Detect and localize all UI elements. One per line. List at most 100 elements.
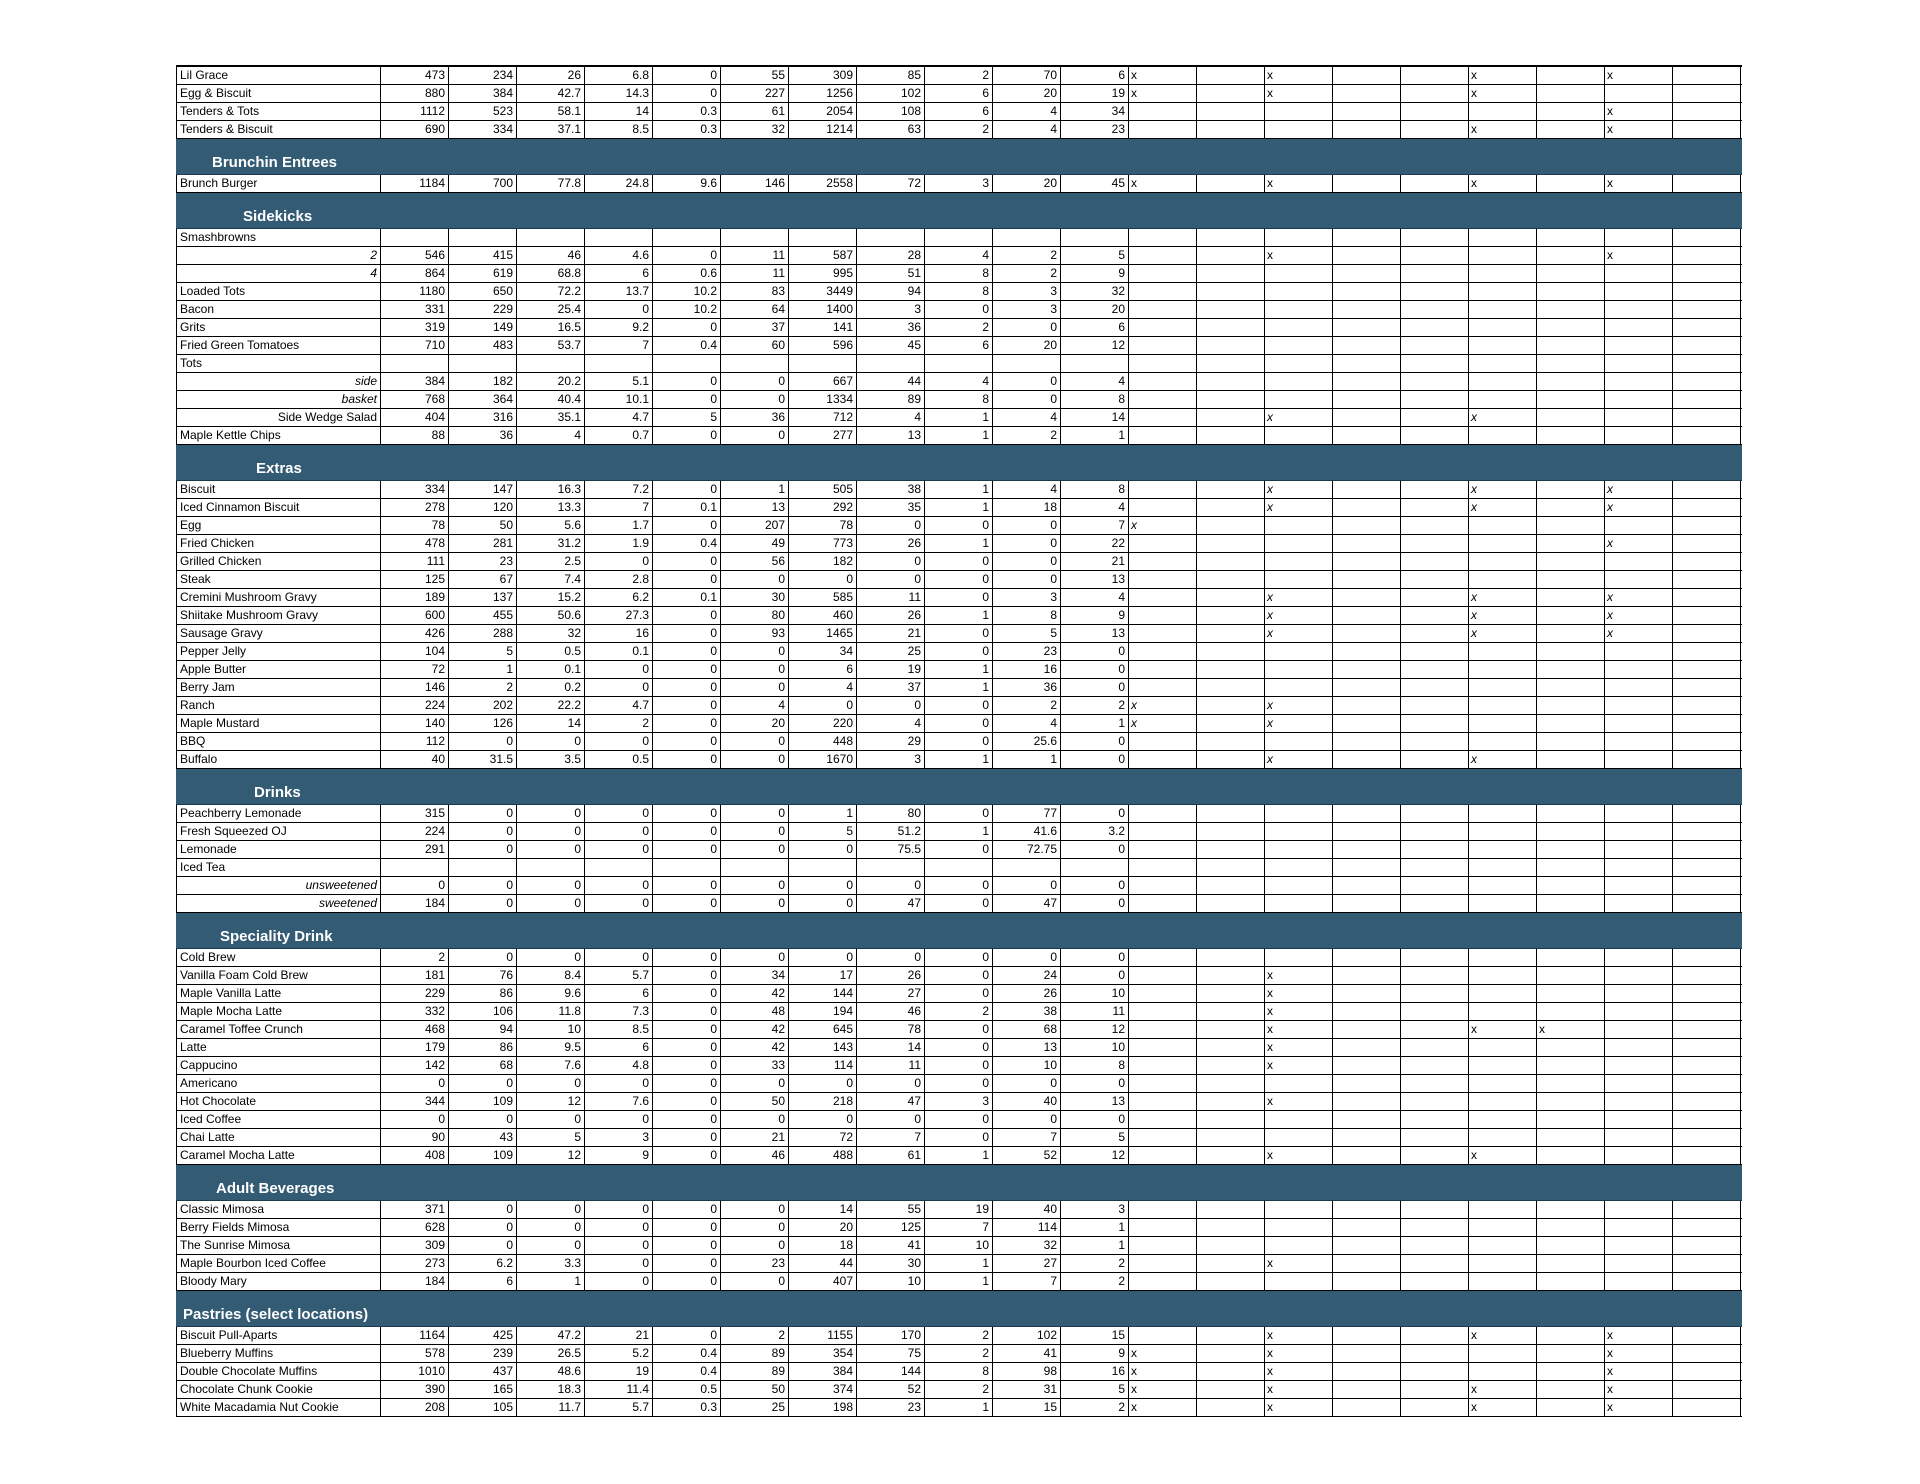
value-cell[interactable]: 20 [993, 337, 1061, 354]
value-cell[interactable]: 2 [925, 1003, 993, 1020]
flag-cell[interactable] [1129, 337, 1197, 354]
value-cell[interactable]: 44 [857, 373, 925, 390]
flag-cell[interactable]: x [1265, 175, 1333, 192]
flag-cell[interactable] [1469, 967, 1537, 984]
flag-cell[interactable]: x [1605, 121, 1673, 138]
flag-cell[interactable] [1673, 1399, 1741, 1416]
flag-cell[interactable] [1469, 265, 1537, 282]
flag-cell[interactable]: x [1469, 589, 1537, 606]
flag-cell[interactable] [1333, 1255, 1401, 1272]
flag-cell[interactable] [1129, 247, 1197, 264]
flag-cell[interactable] [1197, 1111, 1265, 1128]
value-cell[interactable]: 23 [993, 643, 1061, 660]
item-name-cell[interactable]: Egg [176, 517, 381, 534]
value-cell[interactable]: 0 [1061, 643, 1129, 660]
value-cell[interactable]: 56 [721, 553, 789, 570]
flag-cell[interactable]: x [1265, 499, 1333, 516]
flag-cell[interactable] [1401, 175, 1469, 192]
value-cell[interactable]: 25 [721, 1399, 789, 1416]
item-name-cell[interactable]: Double Chocolate Muffins [176, 1363, 381, 1380]
flag-cell[interactable] [1265, 679, 1333, 696]
item-name-cell[interactable]: Latte [176, 1039, 381, 1056]
value-cell[interactable]: 448 [789, 733, 857, 750]
flag-cell[interactable] [1129, 625, 1197, 642]
flag-cell[interactable] [1537, 481, 1605, 498]
value-cell[interactable]: 0 [721, 751, 789, 768]
flag-cell[interactable] [1129, 967, 1197, 984]
flag-cell[interactable] [1605, 1255, 1673, 1272]
flag-cell[interactable] [1673, 1327, 1741, 1344]
flag-cell[interactable] [1401, 1327, 1469, 1344]
value-cell[interactable]: 0 [517, 841, 585, 858]
flag-cell[interactable]: x [1605, 67, 1673, 84]
flag-cell[interactable] [1401, 1075, 1469, 1092]
value-cell[interactable]: 29 [857, 733, 925, 750]
value-cell[interactable]: 16 [993, 661, 1061, 678]
value-cell[interactable]: 3 [993, 283, 1061, 300]
flag-cell[interactable] [1129, 355, 1197, 372]
flag-cell[interactable] [1401, 571, 1469, 588]
flag-cell[interactable] [1469, 877, 1537, 894]
value-cell[interactable]: 1155 [789, 1327, 857, 1344]
value-cell[interactable]: 690 [381, 121, 449, 138]
value-cell[interactable]: 364 [449, 391, 517, 408]
flag-cell[interactable]: x [1605, 1327, 1673, 1344]
value-cell[interactable]: 1 [925, 535, 993, 552]
flag-cell[interactable] [1537, 607, 1605, 624]
value-cell[interactable]: 273 [381, 1255, 449, 1272]
value-cell[interactable]: 0 [1061, 661, 1129, 678]
flag-cell[interactable] [1537, 823, 1605, 840]
value-cell[interactable]: 0 [653, 571, 721, 588]
value-cell[interactable]: 6 [585, 1039, 653, 1056]
flag-cell[interactable] [1197, 1237, 1265, 1254]
value-cell[interactable]: 0 [585, 733, 653, 750]
value-cell[interactable]: 67 [449, 571, 517, 588]
value-cell[interactable]: 0 [789, 571, 857, 588]
flag-cell[interactable] [1605, 1273, 1673, 1290]
value-cell[interactable]: 0 [449, 1237, 517, 1254]
flag-cell[interactable] [1401, 247, 1469, 264]
value-cell[interactable]: 27 [857, 985, 925, 1002]
flag-cell[interactable] [1673, 679, 1741, 696]
flag-cell[interactable] [1197, 427, 1265, 444]
value-cell[interactable]: 1.7 [585, 517, 653, 534]
flag-cell[interactable] [1333, 1039, 1401, 1056]
value-cell[interactable]: 0 [653, 1219, 721, 1236]
value-cell[interactable]: 0.6 [653, 265, 721, 282]
flag-cell[interactable] [1673, 715, 1741, 732]
value-cell[interactable]: 0 [653, 1255, 721, 1272]
flag-cell[interactable] [1469, 553, 1537, 570]
flag-cell[interactable]: x [1129, 1399, 1197, 1416]
flag-cell[interactable] [1333, 1111, 1401, 1128]
value-cell[interactable]: 1 [449, 661, 517, 678]
value-cell[interactable]: 0 [857, 697, 925, 714]
item-name-cell[interactable]: Maple Vanilla Latte [176, 985, 381, 1002]
value-cell[interactable]: 9.6 [517, 985, 585, 1002]
flag-cell[interactable] [1469, 301, 1537, 318]
value-cell[interactable]: 309 [381, 1237, 449, 1254]
value-cell[interactable]: 19 [1061, 85, 1129, 102]
flag-cell[interactable] [1129, 1147, 1197, 1164]
item-name-cell[interactable]: Americano [176, 1075, 381, 1092]
flag-cell[interactable]: x [1265, 247, 1333, 264]
value-cell[interactable]: 234 [449, 67, 517, 84]
value-cell[interactable] [381, 229, 449, 246]
value-cell[interactable]: 102 [857, 85, 925, 102]
flag-cell[interactable] [1129, 481, 1197, 498]
value-cell[interactable]: 198 [789, 1399, 857, 1416]
value-cell[interactable]: 0 [925, 1039, 993, 1056]
flag-cell[interactable] [1401, 1093, 1469, 1110]
flag-cell[interactable] [1673, 409, 1741, 426]
flag-cell[interactable] [1469, 1363, 1537, 1380]
flag-cell[interactable] [1537, 337, 1605, 354]
flag-cell[interactable] [1129, 1201, 1197, 1218]
flag-cell[interactable]: x [1469, 607, 1537, 624]
flag-cell[interactable] [1605, 85, 1673, 102]
value-cell[interactable]: 0 [653, 1237, 721, 1254]
value-cell[interactable]: 0 [653, 625, 721, 642]
value-cell[interactable]: 455 [449, 607, 517, 624]
flag-cell[interactable]: x [1265, 1381, 1333, 1398]
flag-cell[interactable] [1333, 337, 1401, 354]
flag-cell[interactable] [1673, 589, 1741, 606]
flag-cell[interactable] [1197, 1399, 1265, 1416]
